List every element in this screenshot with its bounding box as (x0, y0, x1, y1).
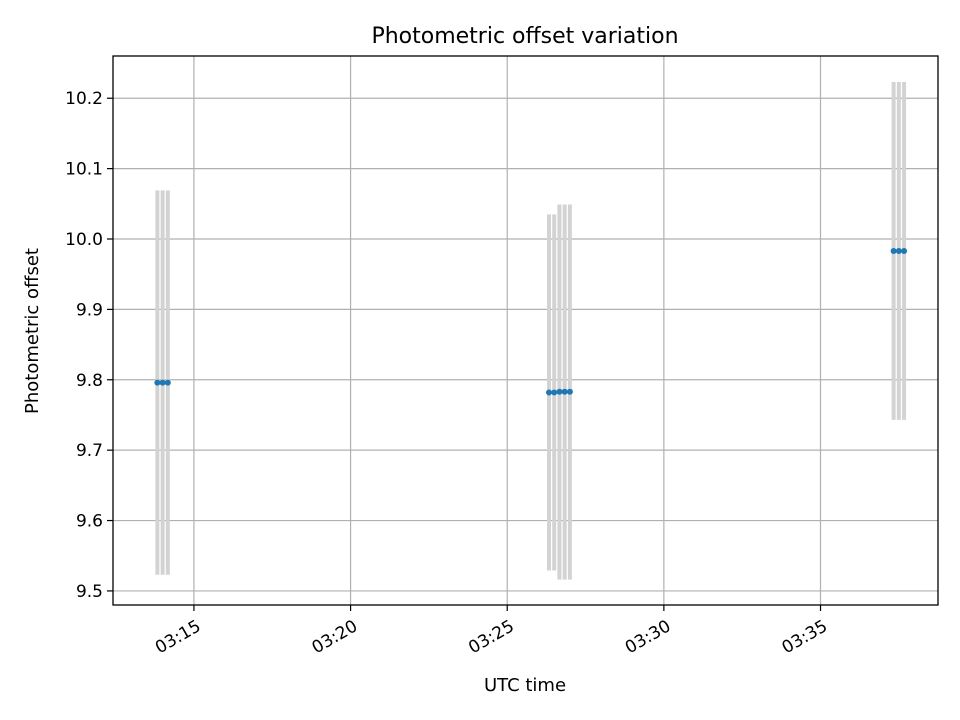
y-tick-label: 9.7 (76, 441, 103, 461)
data-point (895, 247, 902, 254)
data-point (561, 388, 568, 395)
y-tick-label: 10.2 (65, 89, 103, 109)
y-tick-label: 9.8 (76, 371, 103, 391)
chart-title: Photometric offset variation (371, 24, 678, 49)
y-tick-label: 9.6 (76, 512, 103, 532)
plot-frame (112, 55, 939, 606)
y-tick-label: 10.1 (65, 160, 103, 180)
grid (113, 56, 938, 605)
data-point (159, 379, 166, 386)
data-point (556, 388, 563, 395)
y-axis-ticks: 9.5 9.6 9.7 9.8 9.9 10.0 10.1 10.2 (65, 89, 113, 602)
y-tick-label: 10.0 (65, 230, 103, 250)
data-point (154, 379, 161, 386)
y-tick-label: 9.9 (76, 300, 103, 320)
data-point (545, 389, 552, 396)
data-points (154, 247, 908, 396)
y-axis-label: Photometric offset (22, 248, 43, 414)
y-tick-label: 9.5 (76, 582, 103, 602)
data-point (551, 389, 558, 396)
data-point (901, 247, 908, 254)
data-point (164, 379, 171, 386)
data-point (890, 247, 897, 254)
data-point (566, 388, 573, 395)
x-axis-label: UTC time (484, 675, 566, 696)
